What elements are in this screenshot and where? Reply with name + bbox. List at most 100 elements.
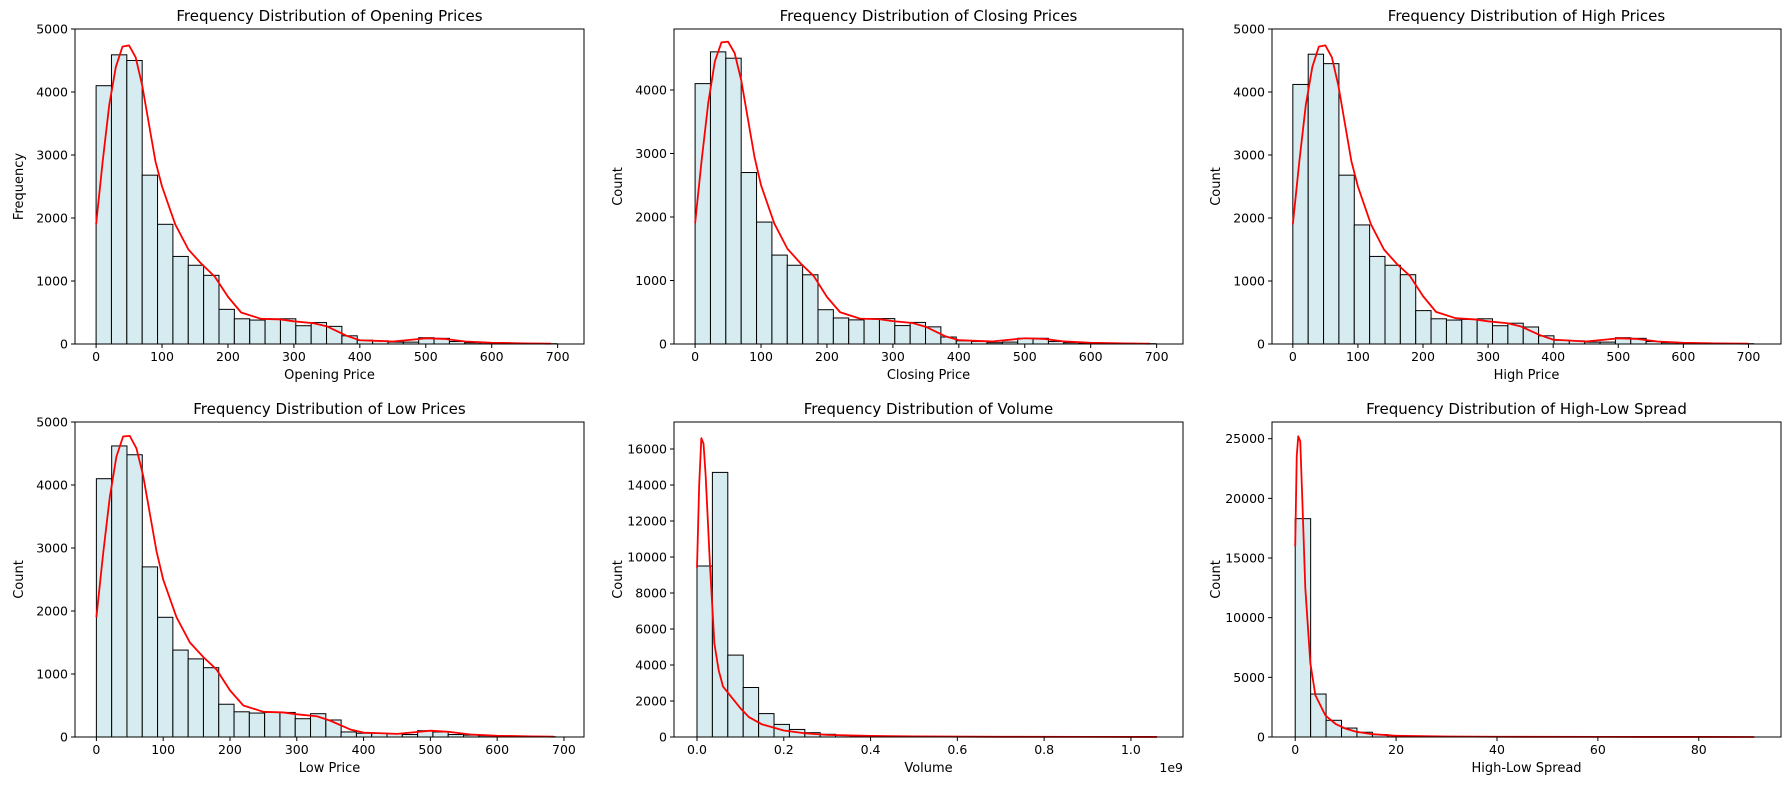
x-axis-label: High Price <box>1494 368 1560 383</box>
y-tick-label: 0 <box>60 337 68 352</box>
histogram-bar <box>295 325 312 345</box>
x-tick-label: 20 <box>1388 742 1404 757</box>
y-tick-label: 0 <box>659 730 667 745</box>
histogram-bar <box>709 51 727 345</box>
histogram-bar <box>187 264 205 345</box>
histogram-bar <box>696 565 713 738</box>
histogram-bar <box>1430 318 1447 345</box>
histogram-bar <box>126 60 143 345</box>
x-tick-label: 100 <box>151 742 175 757</box>
x-tick-label: 100 <box>1346 349 1370 364</box>
histogram-bar <box>894 325 911 345</box>
x-axis-label: Volume <box>904 761 952 776</box>
y-tick-label: 3000 <box>1233 148 1265 163</box>
histogram-bar <box>1399 274 1417 345</box>
x-tick-label: 300 <box>285 742 309 757</box>
y-axis-label: Count <box>1209 560 1224 599</box>
x-tick-label: 400 <box>1541 349 1565 364</box>
y-tick-label: 2000 <box>635 694 667 709</box>
histogram-bar <box>432 731 449 738</box>
histogram-bar <box>111 445 128 738</box>
histogram-bar <box>340 731 357 738</box>
y-tick-label: 2000 <box>36 211 68 226</box>
histogram-bar <box>279 318 297 345</box>
histogram-bar <box>264 711 281 738</box>
histogram-bar <box>694 83 711 345</box>
x-tick-label: 0 <box>1289 349 1297 364</box>
x-tick-label: 200 <box>216 349 240 364</box>
histogram-bar <box>187 658 204 738</box>
x-tick-label: 60 <box>1590 742 1606 757</box>
histogram-bar <box>771 254 788 345</box>
x-tick-label: 200 <box>815 349 839 364</box>
histogram-bar <box>172 649 189 738</box>
histogram-bar <box>1384 264 1401 345</box>
chart-title: Frequency Distribution of Closing Prices <box>780 7 1078 25</box>
histogram-bars <box>694 51 1157 345</box>
y-tick-label: 16000 <box>627 442 667 457</box>
histogram-bar <box>218 308 235 345</box>
y-tick-label: 0 <box>1257 730 1265 745</box>
y-tick-label: 10000 <box>1225 610 1265 625</box>
histogram-bar <box>1492 325 1509 345</box>
histogram-bar <box>848 319 865 345</box>
histogram-bars <box>1294 518 1759 738</box>
kde-curve <box>694 40 1151 345</box>
x-axis-offset-label: 1e9 <box>1159 760 1183 775</box>
kde-curve <box>1291 44 1749 345</box>
x-tick-label: 300 <box>282 349 306 364</box>
x-axis-label: High-Low Spread <box>1471 761 1581 776</box>
x-tick-label: 0 <box>92 742 100 757</box>
histogram-bar <box>863 318 880 345</box>
x-tick-label: 700 <box>1737 349 1761 364</box>
axes-frame <box>673 421 1184 738</box>
histogram-bar <box>355 732 373 738</box>
histogram-bar <box>172 255 189 345</box>
y-tick-label: 6000 <box>635 622 667 637</box>
histogram-bar <box>832 317 850 345</box>
histogram-bar <box>141 566 159 738</box>
x-tick-label: 0.0 <box>687 742 707 757</box>
histogram-bar <box>95 85 112 345</box>
histogram-bar <box>218 703 235 738</box>
y-tick-label: 14000 <box>627 478 667 493</box>
x-tick-label: 400 <box>348 349 372 364</box>
y-tick-label: 5000 <box>1233 22 1265 37</box>
y-tick-label: 5000 <box>36 415 68 430</box>
axes-frame <box>1271 28 1782 345</box>
x-tick-label: 500 <box>414 349 438 364</box>
histogram-bars <box>95 445 556 738</box>
x-tick-label: 300 <box>1476 349 1500 364</box>
y-tick-label: 4000 <box>36 85 68 100</box>
y-tick-label: 4000 <box>635 658 667 673</box>
histogram-bar <box>1369 255 1386 345</box>
kde-curve <box>1294 435 1755 738</box>
chart-panel: 0 20 40 60 80 0 5000 10000 15000 20000 25000 Freque… <box>1209 400 1782 776</box>
y-tick-label: 10000 <box>627 550 667 565</box>
chart-panel: 0 100 200 300 400 500 600 700 0 1000 2000 3000 4000 5… <box>1209 7 1782 383</box>
axes-frame <box>74 28 585 345</box>
x-tick-label: 0 <box>1291 742 1299 757</box>
y-tick-label: 12000 <box>627 514 667 529</box>
axes-frame <box>1271 421 1782 738</box>
histogram-bar <box>110 54 128 345</box>
y-axis-label: Count <box>611 560 626 599</box>
histogram-bar <box>711 471 729 738</box>
histogram-bar <box>1353 224 1371 345</box>
x-tick-label: 700 <box>546 349 570 364</box>
y-tick-label: 8000 <box>635 586 667 601</box>
y-tick-label: 5000 <box>36 22 68 37</box>
histogram-bar <box>725 57 742 345</box>
y-tick-label: 0 <box>1257 337 1265 352</box>
histogram-bar <box>264 318 281 345</box>
y-tick-label: 3000 <box>36 541 68 556</box>
y-tick-label: 1000 <box>36 274 68 289</box>
histogram-bar <box>1476 318 1494 345</box>
x-tick-label: 700 <box>552 742 576 757</box>
y-axis-label: Count <box>611 167 626 206</box>
x-tick-label: 400 <box>947 349 971 364</box>
x-tick-label: 100 <box>749 349 773 364</box>
x-tick-label: 600 <box>485 742 509 757</box>
histogram-bar <box>1292 83 1309 345</box>
